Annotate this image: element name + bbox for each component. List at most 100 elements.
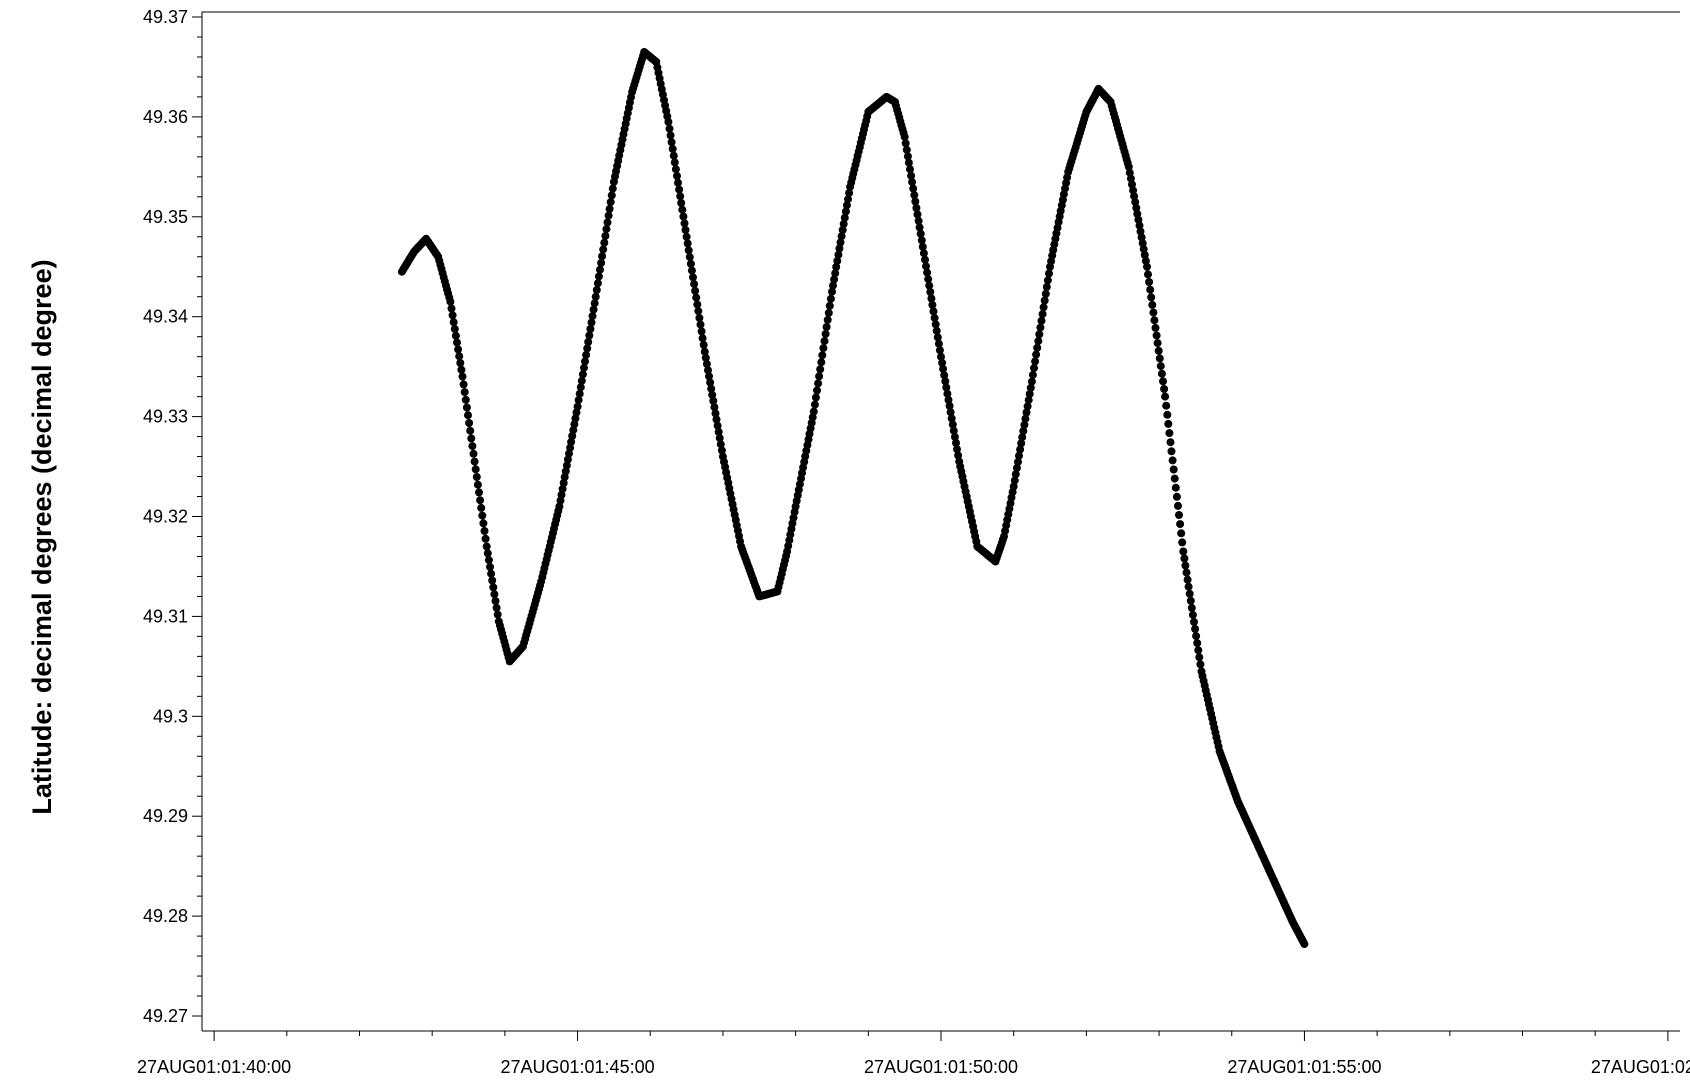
data-point [462, 403, 471, 412]
data-point [707, 384, 716, 393]
data-point [954, 451, 963, 460]
data-point [479, 519, 488, 528]
data-point [903, 152, 912, 161]
data-point [943, 389, 952, 398]
y-tick-label: 49.29 [143, 806, 188, 826]
data-point [1180, 554, 1189, 563]
data-point [1033, 343, 1042, 352]
data-point [1136, 227, 1145, 236]
data-point [493, 610, 502, 619]
data-point [1131, 198, 1140, 207]
data-point [953, 445, 961, 454]
data-point [902, 145, 911, 154]
data-point [567, 437, 576, 446]
data-point [477, 503, 486, 512]
data-point [1187, 603, 1196, 612]
data-point [1300, 940, 1309, 949]
data-point [1124, 162, 1133, 171]
data-point [1149, 308, 1158, 317]
data-point [709, 397, 718, 405]
data-point [592, 286, 601, 294]
data-point [490, 590, 499, 599]
data-point [1042, 283, 1051, 291]
data-point [838, 226, 847, 234]
y-tick-label: 49.33 [143, 407, 188, 427]
data-point [679, 212, 688, 221]
data-point [1174, 501, 1182, 510]
data-point [470, 457, 479, 466]
data-point [1141, 256, 1150, 265]
data-point [481, 534, 490, 543]
data-point [492, 603, 501, 612]
x-tick-label: 27AUG01:01:55:00 [1227, 1057, 1381, 1077]
data-point [946, 408, 955, 417]
data-point [836, 238, 845, 247]
data-point [584, 338, 593, 346]
y-tick-label: 49.27 [143, 1006, 188, 1026]
data-point [933, 333, 942, 342]
data-point [710, 403, 719, 412]
data-point [830, 275, 839, 284]
data-point [1140, 251, 1149, 259]
data-point [835, 244, 844, 253]
data-point [1185, 589, 1194, 598]
data-point [1168, 456, 1177, 465]
x-tick-label: 27AUG01:01:45:00 [500, 1057, 654, 1077]
data-point [482, 542, 491, 551]
data-point [455, 352, 464, 361]
data-point [844, 195, 852, 204]
data-point [1018, 433, 1027, 442]
data-point [599, 245, 608, 254]
data-point [1157, 369, 1166, 378]
data-point [1126, 174, 1135, 183]
data-point [699, 340, 708, 349]
data-point [1147, 293, 1156, 302]
data-point [932, 326, 941, 335]
data-point [923, 268, 932, 277]
data-point [468, 442, 477, 451]
data-point [711, 409, 720, 418]
data-point [909, 184, 918, 193]
data-point [460, 388, 469, 397]
data-point [912, 204, 921, 212]
data-point [811, 393, 820, 402]
data-points [397, 48, 1309, 949]
data-point [901, 139, 910, 148]
data-point [910, 191, 919, 200]
data-point [915, 223, 924, 232]
data-point [935, 346, 944, 355]
data-point [841, 207, 850, 216]
data-point [1155, 354, 1164, 363]
data-point [1196, 660, 1205, 669]
data-point [917, 236, 926, 245]
data-point [604, 211, 613, 220]
data-point [664, 117, 673, 126]
data-point [924, 275, 933, 284]
data-point [1162, 401, 1171, 410]
data-point [686, 259, 695, 268]
data-point [1169, 465, 1178, 474]
data-point [833, 256, 842, 265]
data-point [814, 379, 823, 388]
data-point [1134, 215, 1143, 224]
data-point [1037, 316, 1046, 325]
data-point [1026, 383, 1035, 392]
data-point [921, 255, 929, 264]
data-point [1151, 323, 1160, 332]
data-point [1125, 168, 1134, 177]
data-point [1024, 396, 1033, 405]
data-point [476, 496, 485, 505]
data-point [697, 327, 706, 336]
data-point [674, 178, 682, 187]
data-point [952, 439, 960, 447]
data-point [602, 225, 611, 234]
data-point [840, 213, 849, 222]
data-point [594, 272, 603, 281]
data-point [571, 414, 580, 423]
data-point [911, 197, 920, 206]
data-point [1156, 362, 1165, 371]
data-point [465, 419, 474, 427]
data-point [585, 331, 594, 340]
data-point [467, 434, 476, 443]
data-point [483, 549, 492, 558]
